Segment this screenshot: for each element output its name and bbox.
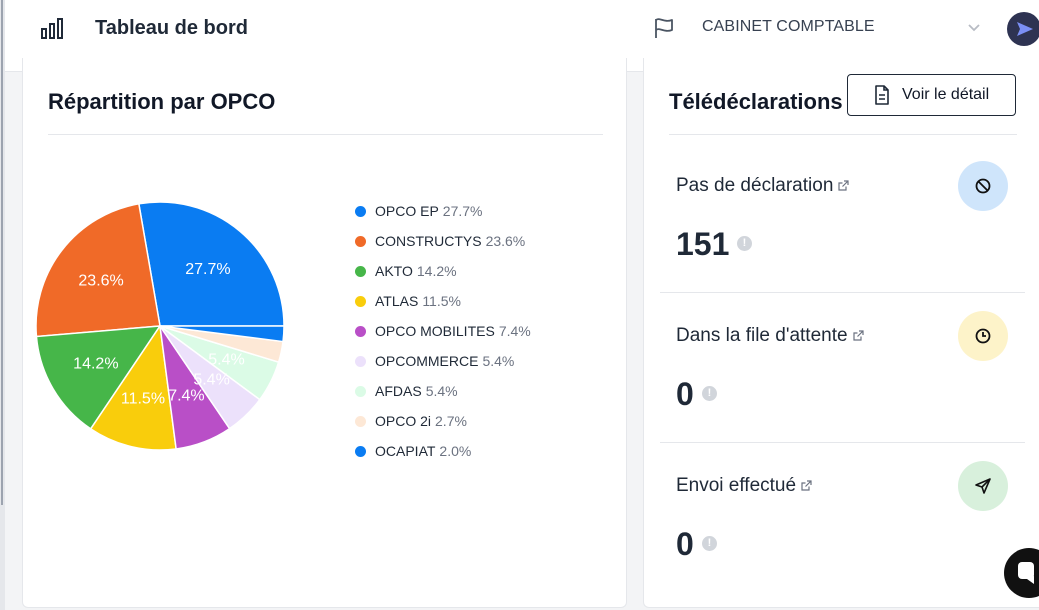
legend-percent: 11.5%: [422, 293, 461, 309]
legend-label: OCAPIAT: [375, 443, 436, 459]
divider: [669, 134, 1017, 135]
pie-slice-atlas[interactable]: [89, 323, 177, 451]
info-icon[interactable]: !: [702, 536, 717, 551]
legend-swatch: [355, 205, 366, 217]
stat-label-text: Pas de déclaration: [676, 175, 834, 196]
stat-value: 151: [676, 226, 730, 262]
legend-percent: 5.4%: [482, 353, 515, 369]
stat-label-queue[interactable]: Dans la file d'attente: [676, 325, 864, 347]
send-icon: [1017, 22, 1033, 36]
legend-label: AKTO: [375, 263, 413, 279]
external-link-icon[interactable]: [801, 480, 812, 491]
legend-label: OPCO EP: [375, 203, 439, 219]
divider: [48, 134, 603, 135]
legend-swatch: [355, 385, 366, 397]
pie-data-label: 11.5%: [121, 390, 165, 407]
legend-item[interactable]: CONSTRUCTYS 23.6%: [355, 226, 531, 256]
legend-item[interactable]: OPCOMMERCE 5.4%: [355, 346, 531, 376]
clock-icon: [958, 311, 1008, 361]
legend-percent: 7.4%: [498, 323, 531, 339]
legend-swatch: [355, 355, 366, 367]
opco-pie-chart: 27.7%23.6%14.2%11.5% 7.4%5.4%5.4%: [35, 201, 285, 451]
send-icon: [958, 461, 1008, 511]
bar-chart-icon[interactable]: [40, 18, 64, 40]
legend-percent: 2.7%: [435, 413, 467, 429]
avatar[interactable]: [1007, 12, 1039, 46]
legend-percent: 2.0%: [439, 443, 472, 459]
legend-swatch: [355, 445, 366, 457]
page-scrollbar[interactable]: [0, 0, 5, 610]
divider: [660, 442, 1025, 443]
chat-icon: [1018, 562, 1034, 584]
divider: [660, 292, 1025, 293]
stat-label-text: Dans la file d'attente: [676, 325, 848, 346]
pie-slice-akto[interactable]: [35, 325, 162, 430]
stat-label-sent[interactable]: Envoi effectué: [676, 475, 812, 497]
legend-percent: 23.6%: [485, 233, 526, 249]
view-detail-label: Voir le détail: [902, 86, 990, 103]
external-link-icon[interactable]: [852, 330, 864, 341]
view-detail-button[interactable]: Voir le détail: [847, 74, 1016, 116]
legend-label: OPCO MOBILITES: [375, 323, 495, 339]
legend-percent: 27.7%: [442, 203, 483, 219]
external-link-icon[interactable]: [838, 180, 849, 191]
pie-data-label: 14.2%: [73, 356, 118, 373]
info-icon[interactable]: !: [702, 386, 717, 401]
stat-value: 0: [676, 376, 694, 412]
pie-data-label: 5.4%: [208, 351, 244, 368]
legend-label: OPCOMMERCE: [375, 353, 479, 369]
company-select[interactable]: CABINET COMPTABLE: [702, 18, 875, 35]
pie-slice-constructys[interactable]: [35, 202, 161, 338]
legend-swatch: [355, 265, 366, 277]
card-title: Télédéclarations: [669, 89, 843, 114]
legend-item[interactable]: OPCO MOBILITES 7.4%: [355, 316, 531, 346]
legend-item[interactable]: ATLAS 11.5%: [355, 286, 531, 316]
ban-icon: [958, 161, 1008, 211]
pie-slice-opco-ep[interactable]: [137, 201, 285, 327]
chevron-down-icon[interactable]: [966, 19, 982, 35]
legend-label: ATLAS: [375, 293, 419, 309]
chart-legend: OPCO EP 27.7% CONSTRUCTYS 23.6% AKTO 14.2% ATL…: [355, 196, 531, 466]
pie-data-label: 7.4%: [168, 388, 204, 405]
legend-percent: 5.4%: [425, 383, 458, 399]
legend-item[interactable]: AKTO 14.2%: [355, 256, 531, 286]
legend-label: AFDAS: [375, 383, 422, 399]
legend-item[interactable]: AFDAS 5.4%: [355, 376, 531, 406]
page-title: Tableau de bord: [95, 17, 248, 39]
pie-slice-ocapiat[interactable]: [159, 325, 285, 343]
legend-item[interactable]: OPCO EP 27.7%: [355, 196, 531, 226]
info-icon[interactable]: !: [737, 236, 752, 251]
legend-label: CONSTRUCTYS: [375, 233, 482, 249]
stat-label-no-declaration[interactable]: Pas de déclaration: [676, 175, 849, 197]
stat-value: 0: [676, 526, 694, 562]
legend-swatch: [355, 235, 366, 247]
legend-percent: 14.2%: [416, 263, 457, 279]
chat-button[interactable]: [1004, 548, 1039, 598]
legend-swatch: [355, 295, 366, 307]
document-icon: [875, 85, 889, 105]
legend-label: OPCO 2i: [375, 413, 432, 429]
legend-item[interactable]: OCAPIAT 2.0%: [355, 436, 531, 466]
stat-label-text: Envoi effectué: [676, 475, 797, 496]
pie-data-label: 23.6%: [78, 273, 123, 290]
card-title: Répartition par OPCO: [48, 89, 276, 114]
legend-swatch: [355, 325, 366, 337]
pie-data-label: 5.4%: [193, 372, 229, 389]
legend-swatch: [355, 415, 366, 427]
legend-item[interactable]: OPCO 2i 2.7%: [355, 406, 531, 436]
pie-data-label: 27.7%: [185, 261, 230, 278]
flag-icon: [655, 18, 673, 38]
